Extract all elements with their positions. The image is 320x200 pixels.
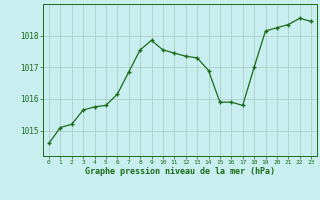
X-axis label: Graphe pression niveau de la mer (hPa): Graphe pression niveau de la mer (hPa) bbox=[85, 167, 275, 176]
